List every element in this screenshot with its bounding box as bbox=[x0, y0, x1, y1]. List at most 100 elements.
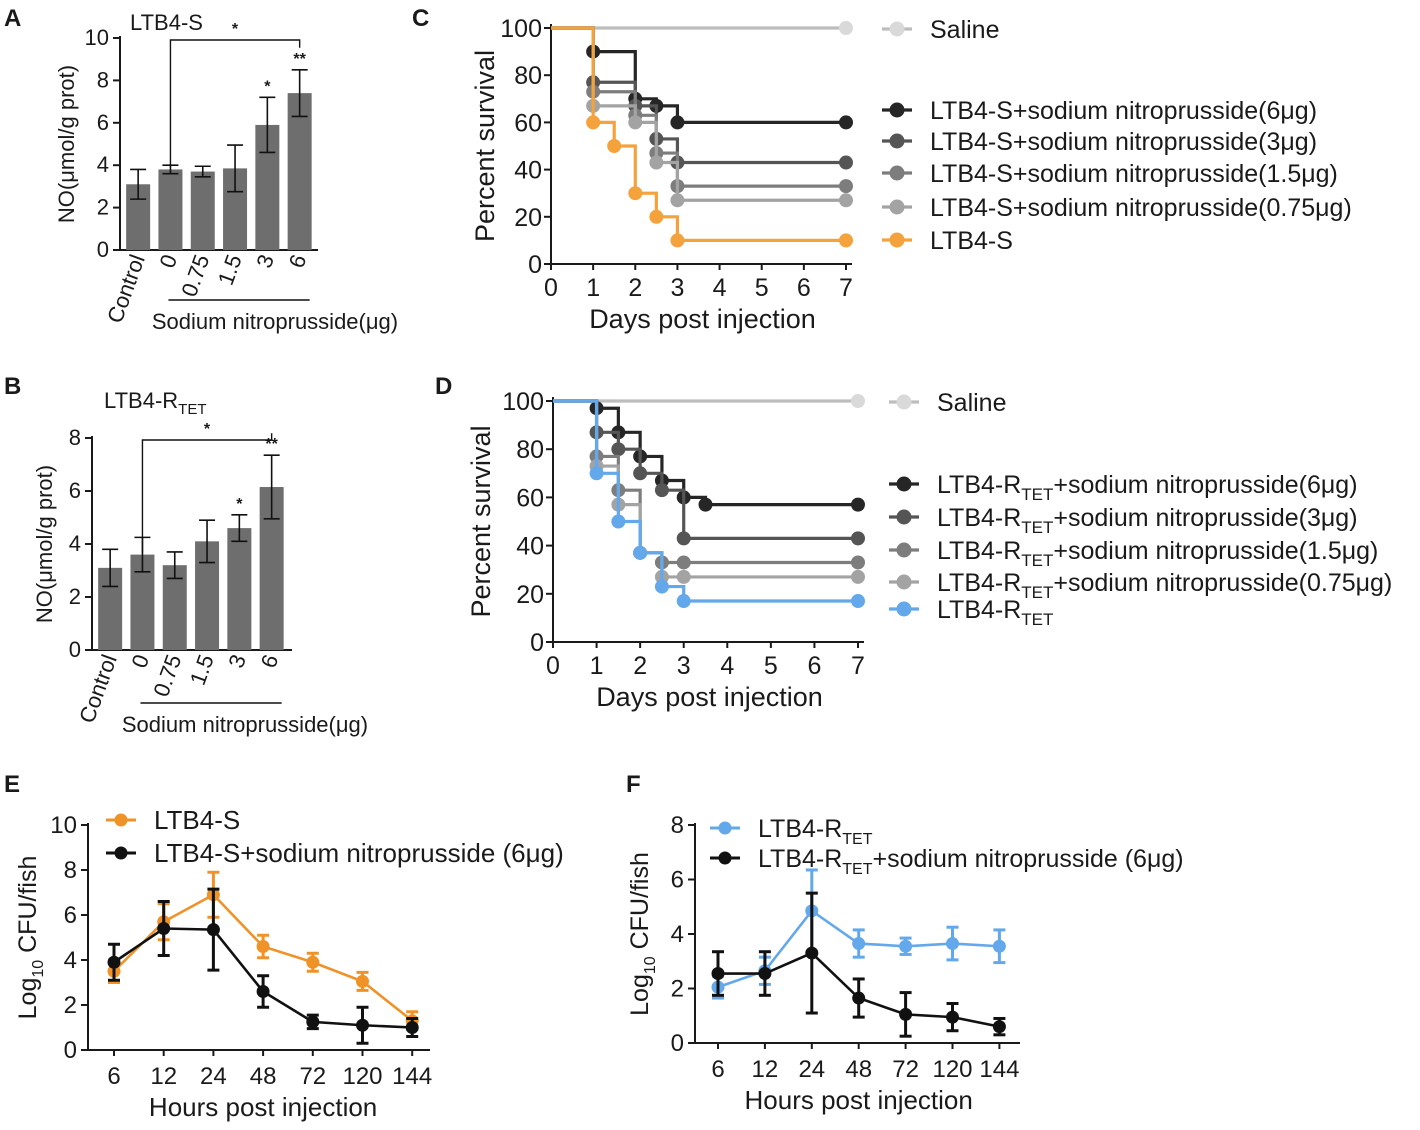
data-point bbox=[107, 955, 121, 969]
survival-point bbox=[607, 139, 622, 153]
y-tick-label: 4 bbox=[64, 947, 77, 974]
survival-point bbox=[611, 514, 626, 529]
legend-entry: LTB4-RTET bbox=[937, 596, 1053, 629]
y-axis-label: Percent survival bbox=[466, 425, 496, 617]
x-axis-label: Hours post injection bbox=[149, 1092, 377, 1122]
x-tick-label: 6 bbox=[284, 251, 312, 271]
data-point bbox=[852, 991, 866, 1005]
x-tick-label: Control bbox=[74, 651, 122, 726]
x-tick-label: 7 bbox=[851, 652, 865, 680]
survival-point bbox=[676, 555, 691, 570]
x-tick-label: Control bbox=[102, 251, 150, 326]
x-tick-label: 0 bbox=[544, 274, 558, 302]
survival-point bbox=[851, 569, 865, 584]
legend-entry-text: LTB4-R bbox=[937, 596, 1021, 624]
y-tick-label: 40 bbox=[516, 533, 544, 561]
y-tick-label: 20 bbox=[516, 581, 544, 609]
x-tick-label: 0.75 bbox=[148, 651, 186, 700]
survival-point bbox=[649, 155, 664, 170]
x-tick-label: 1 bbox=[586, 274, 600, 302]
x-tick-label: 6 bbox=[256, 651, 284, 671]
legend-entry-sub: TET bbox=[1021, 551, 1053, 570]
bar bbox=[287, 93, 312, 251]
legend-entry: LTB4-S+sodium nitroprusside(0.75μg) bbox=[930, 194, 1352, 222]
axes bbox=[550, 24, 852, 265]
y-tick-label: 80 bbox=[514, 62, 542, 90]
chart-title-sub: TET bbox=[178, 401, 206, 418]
y-tick-label: 4 bbox=[97, 152, 109, 177]
survival-point bbox=[676, 569, 691, 584]
x-tick-label: 6 bbox=[797, 274, 811, 302]
y-tick-label: 4 bbox=[69, 531, 81, 556]
y-tick-label: 8 bbox=[64, 857, 77, 884]
x-axis-label: Hours post injection bbox=[745, 1085, 973, 1115]
survival-point bbox=[851, 555, 865, 570]
x-tick-label: 120 bbox=[342, 1063, 382, 1090]
legend-entry-text: LTB4-R bbox=[937, 504, 1021, 532]
legend-entry-text: LTB4-S+sodium nitroprusside(3μg) bbox=[930, 128, 1317, 156]
y-tick-label: 6 bbox=[69, 478, 81, 503]
legend-entry: LTB4-RTET+sodium nitroprusside(3μg) bbox=[937, 504, 1358, 537]
y-tick-label: 0 bbox=[64, 1037, 77, 1064]
survival-point bbox=[649, 209, 664, 224]
data-point bbox=[946, 1010, 959, 1024]
x-tick-label: 48 bbox=[250, 1063, 277, 1090]
survival-point bbox=[633, 466, 648, 481]
x-tick-label: 5 bbox=[755, 274, 769, 302]
x-tick-label: 24 bbox=[200, 1063, 227, 1090]
data-point bbox=[306, 1015, 320, 1029]
y-tick-label: 4 bbox=[671, 921, 684, 948]
group-label: Sodium nitroprusside(μg) bbox=[152, 309, 398, 334]
group-label: Sodium nitroprusside(μg) bbox=[122, 712, 368, 737]
x-axis-label: Days post injection bbox=[589, 304, 816, 334]
y-tick-label: 0 bbox=[530, 629, 544, 657]
survival-point bbox=[839, 155, 853, 170]
y-tick-label: 0 bbox=[69, 637, 81, 662]
x-tick-label: 144 bbox=[979, 1056, 1019, 1083]
data-point bbox=[992, 939, 1006, 953]
survival-point bbox=[698, 497, 713, 512]
data-point bbox=[157, 922, 171, 935]
legend-entry-text: Saline bbox=[930, 16, 1000, 44]
survival-point bbox=[851, 594, 865, 609]
legend-swatch-dot bbox=[896, 394, 912, 410]
data-point bbox=[992, 1020, 1006, 1034]
legend-entry-sub: TET bbox=[1021, 485, 1053, 504]
legend-entry-tail: +sodium nitroprusside(1.5μg) bbox=[1053, 537, 1378, 565]
survival-point bbox=[586, 115, 601, 130]
legend-entry-sub: TET bbox=[842, 831, 872, 848]
legend-entry: Saline bbox=[937, 389, 1007, 417]
panel-label-d: D bbox=[435, 373, 452, 400]
legend-entry-text: LTB4-S+sodium nitroprusside(6μg) bbox=[930, 97, 1317, 125]
x-tick-label: 3 bbox=[670, 274, 684, 302]
x-tick-label: 2 bbox=[633, 652, 647, 680]
significance-mark: * bbox=[236, 496, 243, 513]
y-axis-label-tail: CFU/fish bbox=[14, 856, 42, 960]
bar bbox=[162, 565, 187, 650]
data-point bbox=[356, 1018, 369, 1032]
y-tick-label: 100 bbox=[502, 388, 544, 416]
y-tick-label: 2 bbox=[69, 584, 81, 609]
survival-point bbox=[628, 186, 643, 201]
bar bbox=[126, 184, 151, 250]
survival-line bbox=[553, 399, 858, 603]
legend-entry: LTB4-RTET bbox=[758, 815, 873, 848]
survival-point bbox=[676, 594, 691, 609]
survival-point bbox=[670, 233, 685, 248]
significance-bracket bbox=[141, 433, 273, 553]
legend-entry-sub: TET bbox=[1021, 610, 1053, 629]
panel-d-survival-chart: 0 20 40 60 80 100 0 1 2 3 4 5 6 7 Days post injection P… bbox=[466, 388, 1392, 712]
legend-entry-text: LTB4-R bbox=[758, 845, 842, 873]
legend-entry-tail: +sodium nitroprusside (6μg) bbox=[873, 845, 1184, 873]
bracket-label: * bbox=[232, 21, 239, 38]
x-tick-label: 3 bbox=[223, 651, 251, 671]
x-tick-label: 3 bbox=[677, 652, 691, 680]
y-tick-label: 2 bbox=[97, 195, 109, 220]
x-tick-label: 0.75 bbox=[176, 251, 214, 300]
y-axis-label-tail: CFU/fish bbox=[626, 852, 654, 956]
survival-point bbox=[839, 115, 853, 130]
legend-entry-text: LTB4-R bbox=[937, 537, 1021, 565]
data-point bbox=[711, 967, 725, 981]
legend-entry-text: LTB4-S bbox=[154, 805, 240, 835]
bar bbox=[158, 169, 183, 250]
